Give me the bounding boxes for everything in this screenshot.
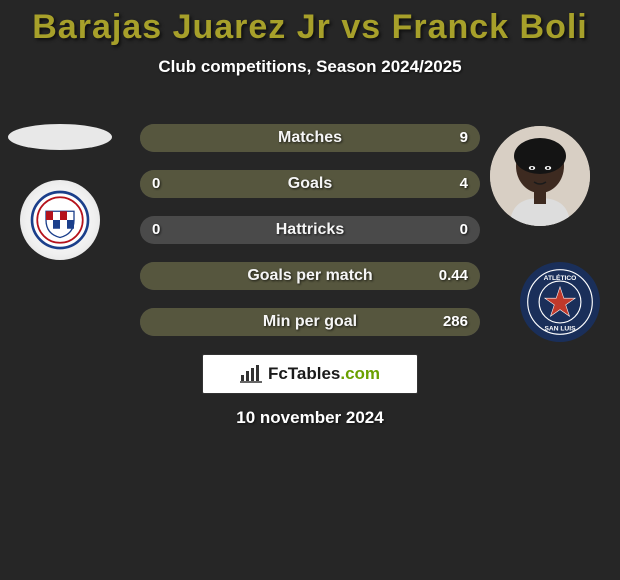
comparison-subtitle: Club competitions, Season 2024/2025 <box>0 57 620 77</box>
source-badge-text: FcTables.com <box>268 364 380 384</box>
badge-site: FcTables <box>268 364 340 383</box>
stats-container: Matches9Goals04Hattricks00Goals per matc… <box>140 124 480 354</box>
stat-value-right: 286 <box>443 308 468 336</box>
svg-text:ATLÉTICO: ATLÉTICO <box>544 273 577 282</box>
stat-row: Goals0 4 <box>140 170 480 198</box>
stat-row: Min per goal286 <box>140 308 480 336</box>
stat-value-left: 0 <box>152 170 160 198</box>
stat-label: Goals per match <box>140 262 480 290</box>
stat-label: Goals <box>140 170 480 198</box>
badge-suffix: .com <box>340 364 380 383</box>
comparison-title: Barajas Juarez Jr vs Franck Boli <box>0 0 620 47</box>
source-badge: FcTables.com <box>202 354 418 394</box>
stat-value-right: 4 <box>460 170 468 198</box>
player-left-placeholder <box>8 124 112 150</box>
stat-value-right: 0.44 <box>439 262 468 290</box>
club-left-badge <box>20 180 100 260</box>
stat-label: Hattricks <box>140 216 480 244</box>
stat-label: Min per goal <box>140 308 480 336</box>
stat-label: Matches <box>140 124 480 152</box>
stat-value-left: 0 <box>152 216 160 244</box>
club-right-badge: ATLÉTICO SAN LUIS <box>520 262 600 342</box>
stat-row: Hattricks0 0 <box>140 216 480 244</box>
stat-value-right: 0 <box>460 216 468 244</box>
comparison-date: 10 november 2024 <box>0 408 620 428</box>
svg-text:SAN LUIS: SAN LUIS <box>545 326 577 333</box>
player-right-photo <box>490 126 590 226</box>
stat-row: Matches9 <box>140 124 480 152</box>
stat-value-right: 9 <box>460 124 468 152</box>
barchart-icon <box>240 365 262 383</box>
stat-row: Goals per match0.44 <box>140 262 480 290</box>
